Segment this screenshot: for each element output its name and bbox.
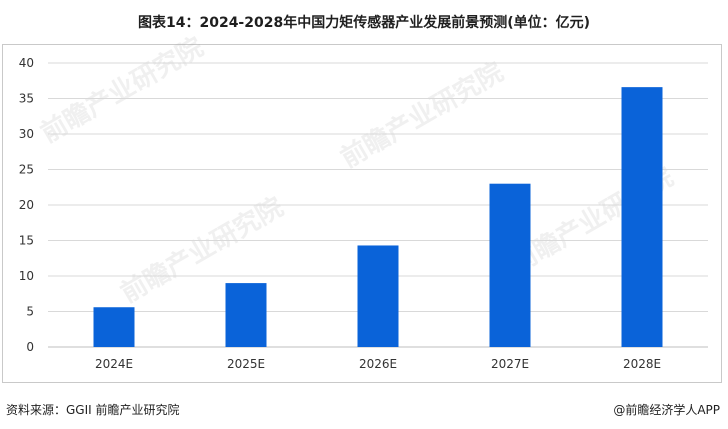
y-tick-label: 0: [26, 340, 34, 354]
bar: [225, 283, 267, 347]
bar: [93, 307, 135, 347]
y-tick-label: 20: [19, 198, 34, 212]
x-tick-label: 2028E: [623, 357, 661, 371]
x-tick-label: 2025E: [227, 357, 265, 371]
y-tick-label: 40: [19, 56, 34, 70]
bar: [489, 183, 531, 347]
y-tick-label: 25: [19, 163, 34, 177]
y-tick-label: 35: [19, 92, 34, 106]
y-tick-label: 30: [19, 127, 34, 141]
credit-note: @前瞻经济学人APP: [613, 403, 720, 417]
chart-title: 图表14：2024-2028年中国力矩传感器产业发展前景预测(单位：亿元): [137, 15, 591, 31]
bar: [621, 87, 663, 347]
y-tick-label: 15: [19, 234, 34, 248]
x-tick-label: 2027E: [491, 357, 529, 371]
bar: [357, 245, 399, 347]
y-tick-label: 10: [19, 269, 34, 283]
source-note: 资料来源：GGII 前瞻产业研究院: [6, 403, 180, 417]
chart-frame: [2, 44, 722, 383]
x-tick-label: 2026E: [359, 357, 397, 371]
x-tick-label: 2024E: [95, 357, 133, 371]
y-tick-label: 5: [26, 305, 34, 319]
